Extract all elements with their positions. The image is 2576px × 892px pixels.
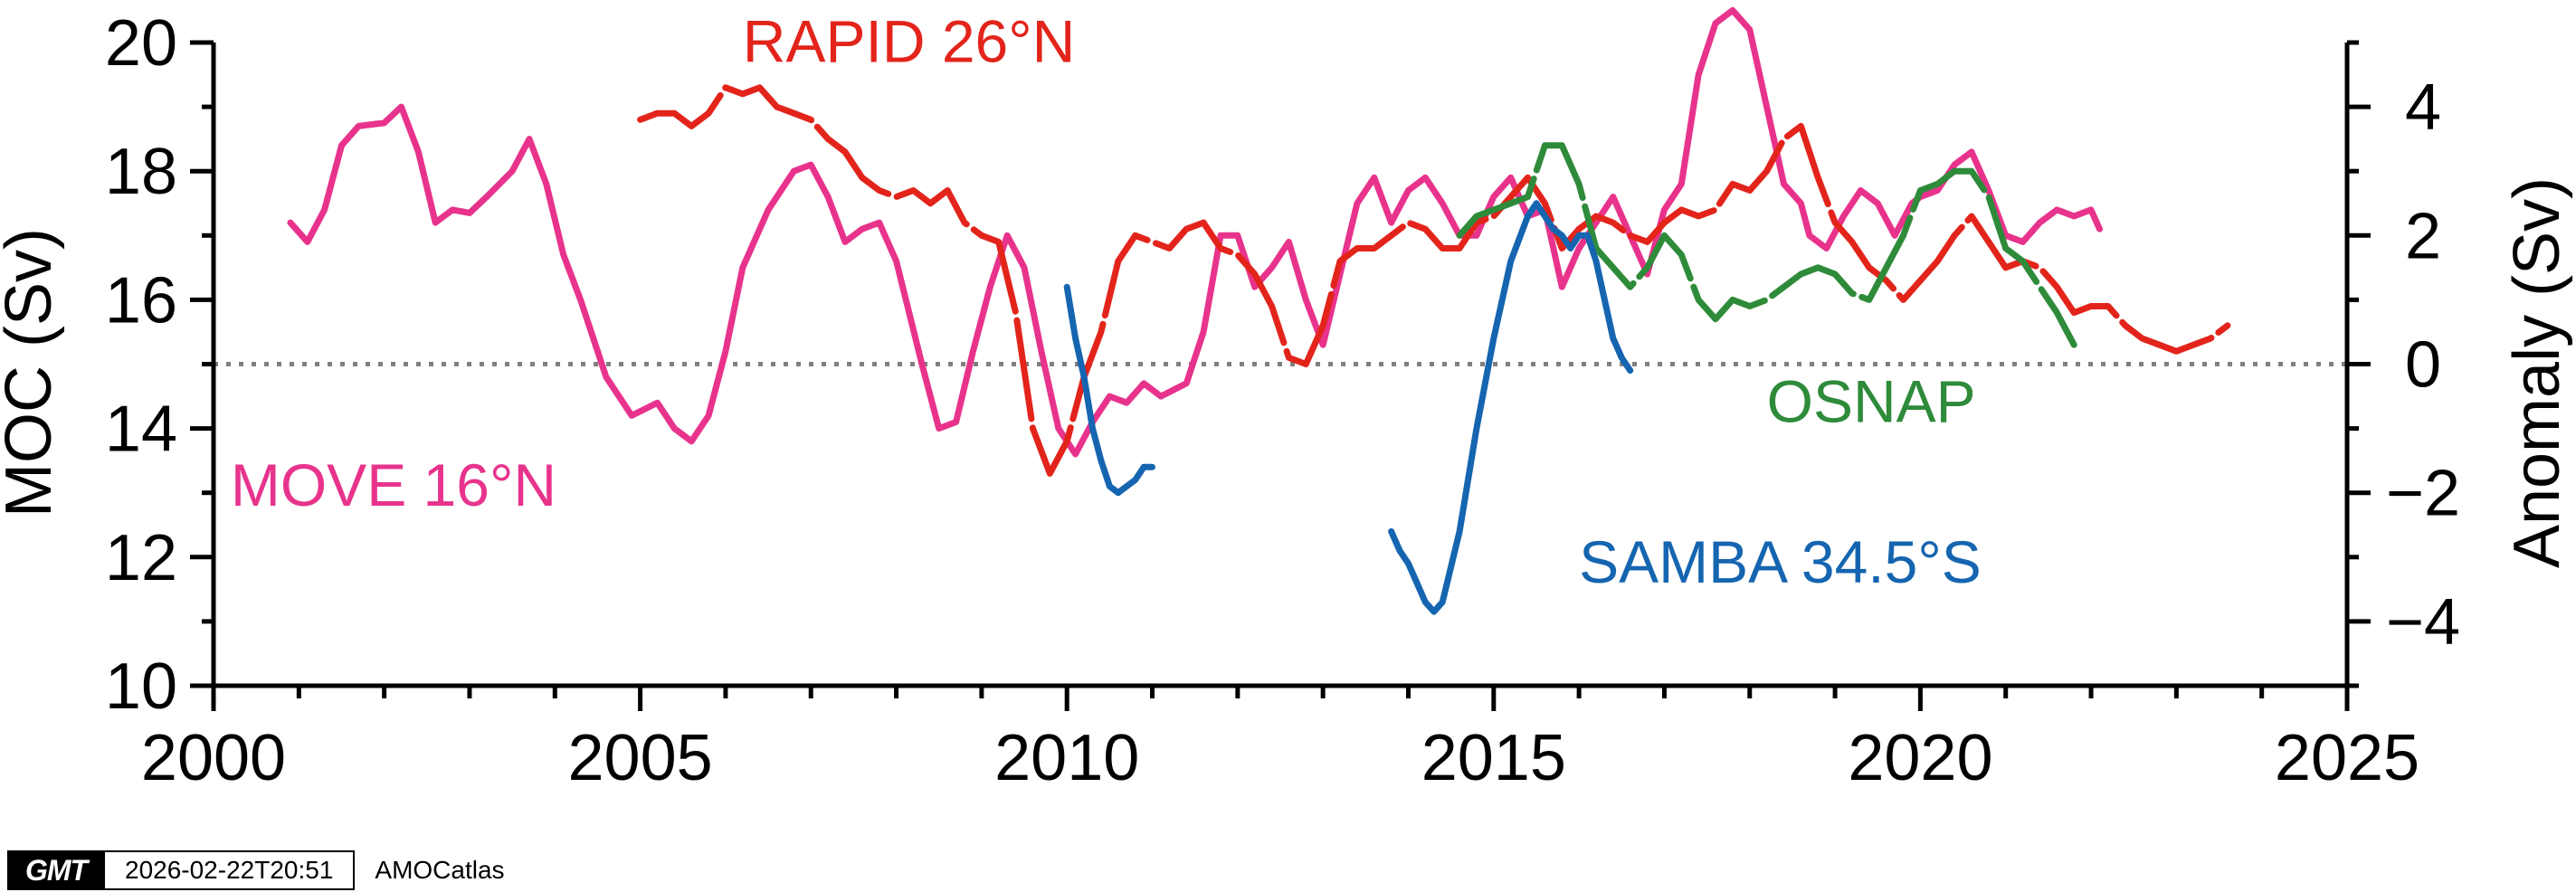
- x-tick-label: 2000: [141, 722, 286, 794]
- x-tick-label: 2025: [2275, 722, 2419, 794]
- stamp-timestamp: 2026-02-22T20:51: [105, 850, 356, 890]
- series-line-rapid-26-n: [637, 84, 2231, 477]
- y-tick-label: 12: [105, 522, 177, 594]
- series-label-osnap: OSNAP: [1767, 367, 1976, 434]
- y-tick-label: 14: [105, 394, 177, 466]
- y2-tick-label: 4: [2405, 71, 2441, 144]
- y-axis-title: MOC (Sv): [0, 228, 65, 517]
- y-tick-label: 18: [105, 136, 177, 208]
- series-label-rapid-26-n: RAPID 26°N: [743, 7, 1076, 74]
- gmt-timestamp-stamp: GMT 2026-02-22T20:51 AMOCatlas: [7, 850, 505, 890]
- y2-tick-label: −4: [2386, 586, 2460, 659]
- series-line-samba-34-5-s: [1063, 200, 1634, 615]
- label-layer: MOVE 16°N RAPID 26°N OSNAP SAMBA 34.5°S: [231, 7, 1982, 595]
- amoc-chart: 2000 2005 2010 2015 2020 2025101214161820−4−2…: [0, 6, 2573, 794]
- x-tick-label: 2015: [1421, 722, 1566, 794]
- series-layer: [287, 6, 2231, 615]
- stamp-source: AMOCatlas: [375, 856, 505, 884]
- axes-layer: 2000 2005 2010 2015 2020 2025101214161820−4−2…: [105, 7, 2460, 794]
- x-tick-label: 2020: [1848, 722, 1992, 794]
- y-tick-label: 20: [105, 7, 177, 80]
- x-tick-label: 2010: [994, 722, 1139, 794]
- y2-tick-label: 2: [2405, 200, 2441, 272]
- series-label-move-16-n: MOVE 16°N: [231, 451, 556, 518]
- y2-tick-label: 0: [2405, 329, 2441, 402]
- series-label-samba-34-5-s: SAMBA 34.5°S: [1579, 528, 1982, 595]
- gmt-logo: GMT: [7, 850, 105, 890]
- y-tick-label: 10: [105, 650, 177, 723]
- y2-tick-label: −2: [2386, 458, 2460, 530]
- y2-axis-title: Anomaly (Sv): [2501, 177, 2573, 568]
- y-tick-label: 16: [105, 264, 177, 337]
- series-line-osnap: [1456, 142, 2077, 348]
- x-tick-label: 2005: [568, 722, 713, 794]
